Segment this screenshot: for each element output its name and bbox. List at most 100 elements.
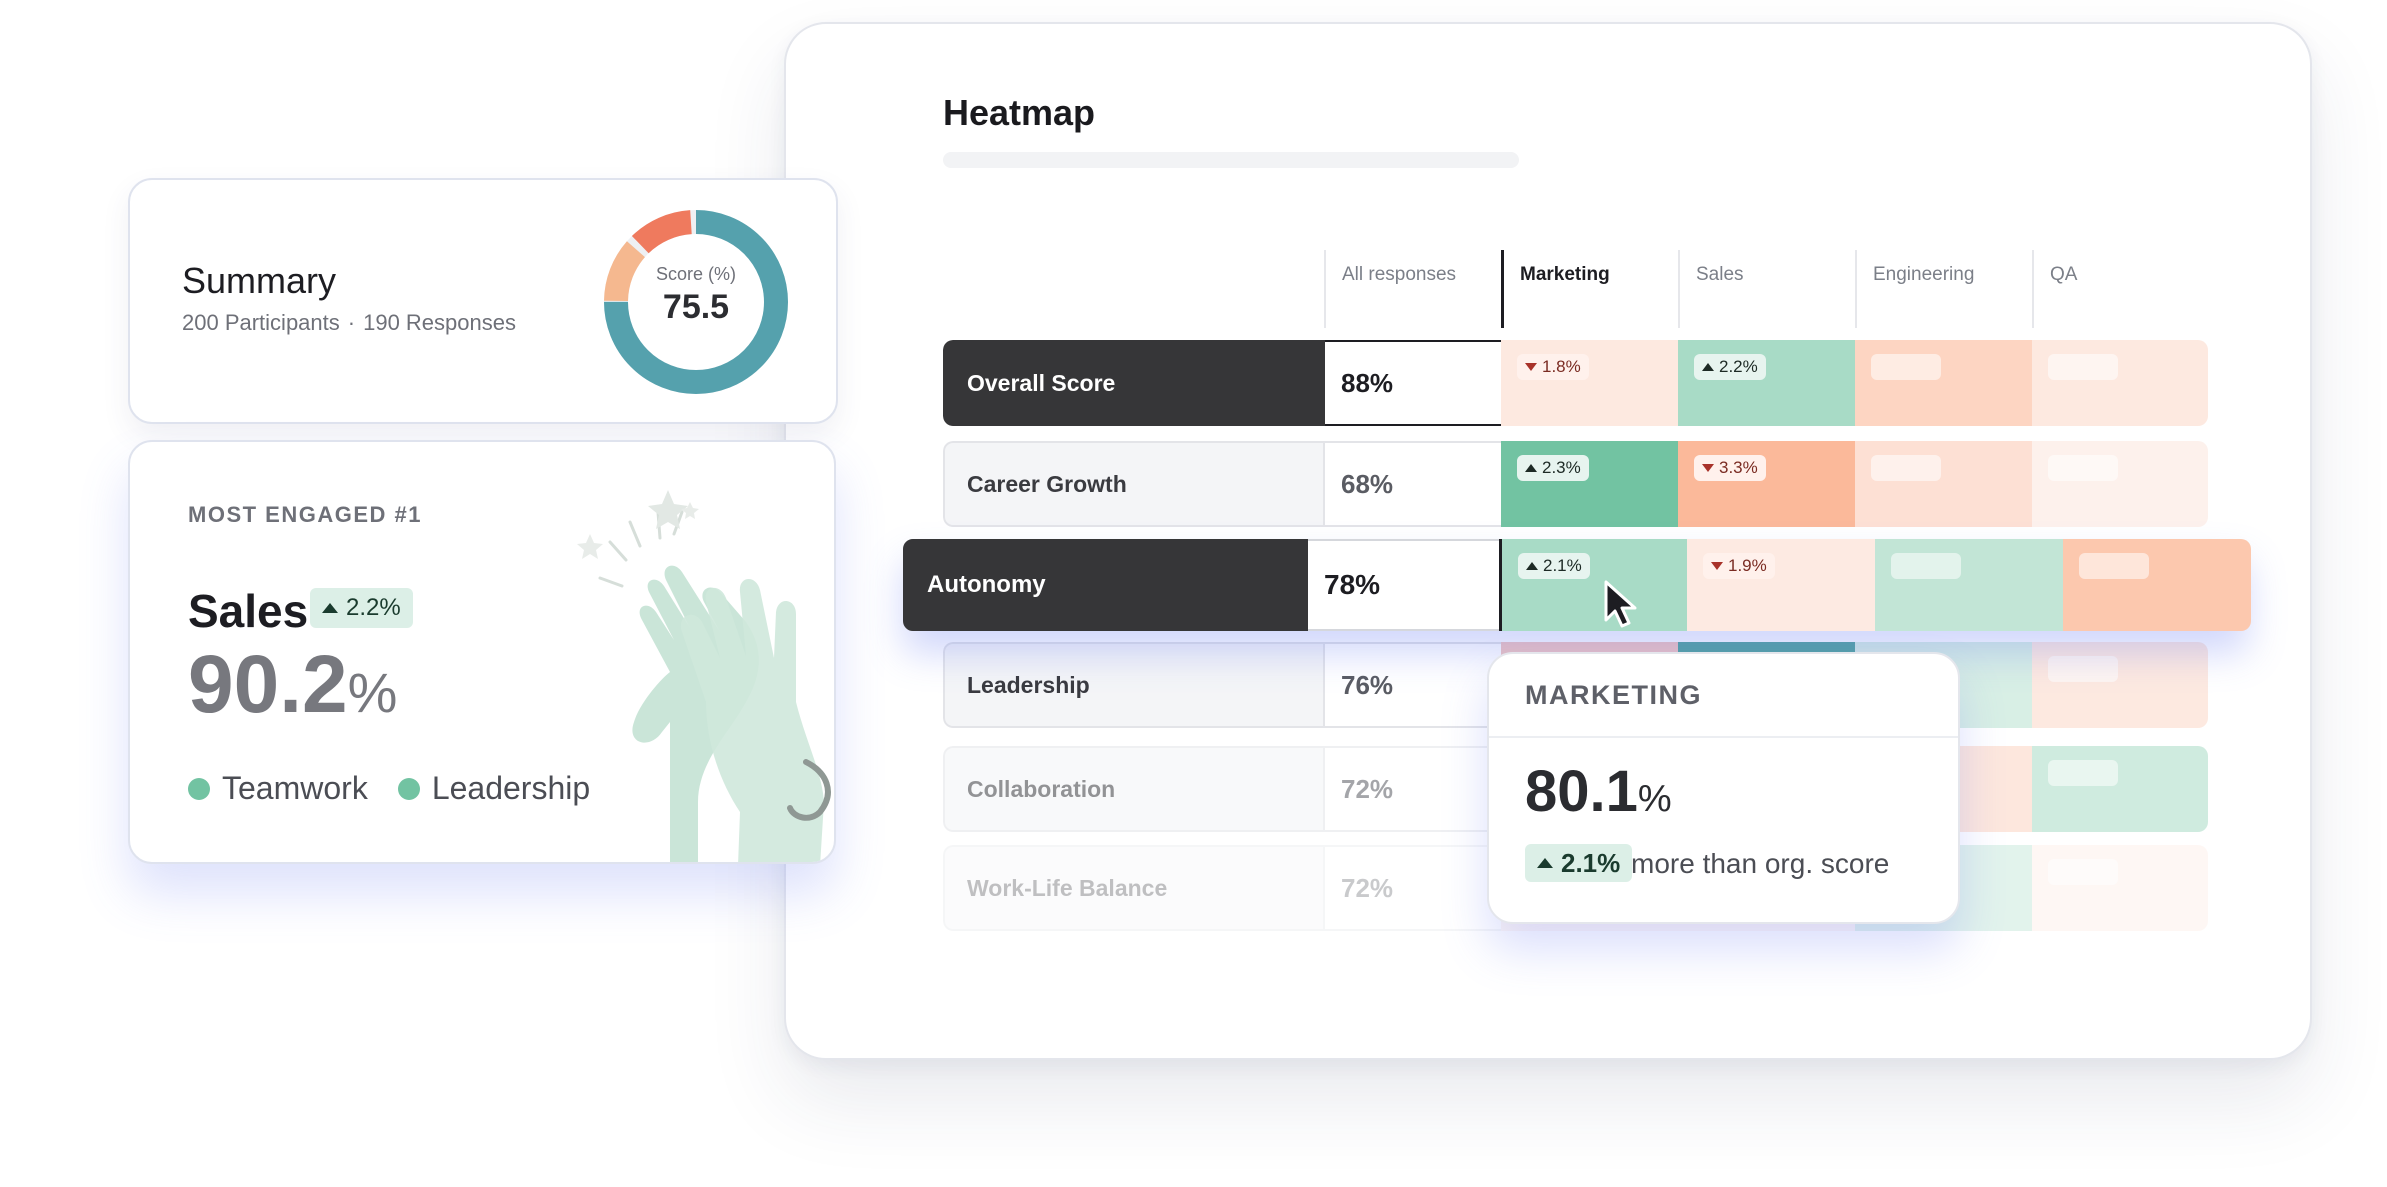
tag-dot-icon [397,777,420,800]
tag-dot-icon [188,777,210,800]
col-header-marketing[interactable]: Marketing [1501,250,1678,328]
delta-badge: 2.3% [1517,455,1589,481]
placeholder-badge [2079,553,2149,579]
heatmap-cell-qa[interactable] [2032,441,2208,527]
tag-teamwork: Teamwork [188,770,368,807]
marketing-tooltip: MARKETING 80.1% 2.1% more than org. scor… [1487,652,1960,924]
all-responses-value: 72% [1325,845,1501,931]
col-header-all-responses[interactable]: All responses [1324,250,1501,328]
heatmap-cell-qa[interactable] [2032,340,2208,426]
delta-badge: 2.1% [1518,553,1590,579]
placeholder-badge [2048,859,2118,885]
heatmap-cell-sales[interactable]: 1.9% [1687,539,1875,631]
row-label: Autonomy [903,539,1308,631]
delta-value: 2.3% [1542,458,1581,477]
placeholder-badge [2048,760,2118,786]
delta-value: 2.2% [1719,357,1758,376]
col-header-sales[interactable]: Sales [1678,250,1855,328]
heatmap-cell-sales[interactable]: 2.2% [1678,340,1855,426]
placeholder-badge [2048,354,2118,380]
placeholder-badge [1871,455,1941,481]
engaged-team-name: Sales [188,585,309,637]
delta-badge: 1.8% [1517,354,1589,380]
heatmap-cell-engineering[interactable] [1855,340,2032,426]
all-responses-value: 76% [1325,642,1501,728]
tooltip-delta: 2.1% [1561,847,1621,878]
col-header-qa[interactable]: QA [2032,250,2209,328]
heatmap-cell-qa[interactable] [2032,845,2208,931]
placeholder-badge [2048,656,2118,682]
heatmap-cell-marketing[interactable]: 2.1% [1499,539,1687,631]
tag-label: Leadership [431,770,591,806]
all-responses-value: 88% [1325,340,1501,426]
heatmap-cell-engineering[interactable] [1875,539,2063,631]
placeholder-badge [1871,354,1941,380]
high-five-hands-illustration [577,490,831,862]
engaged-tags: Teamwork Leadership [188,770,590,807]
delta-value: 3.3% [1719,458,1758,477]
trend-up-icon [1702,363,1714,371]
row-label: Work-Life Balance [943,845,1325,931]
row-label: Collaboration [943,746,1325,832]
delta-badge: 3.3% [1694,455,1766,481]
delta-badge: 1.9% [1703,553,1775,579]
trend-up-icon [1525,464,1537,472]
row-label: Leadership [943,642,1325,728]
engaged-score: 90.2% [188,638,397,732]
heatmap-cell-qa[interactable] [2032,746,2208,832]
all-responses-value: 68% [1325,441,1501,527]
row-label: Career Growth [943,441,1325,527]
summary-card[interactable]: Summary 200 Participants · 190 Responses S… [128,178,838,424]
engaged-score-number: 90.2 [188,639,348,730]
delta-value: 1.8% [1542,357,1581,376]
tooltip-note: more than org. score [1631,848,1890,879]
trend-up-icon [322,603,338,613]
tooltip-value: 80.1% [1525,758,1672,825]
most-engaged-card[interactable]: MOST ENGAGED #1 Sales 2.2% 90.2% Teamwor… [128,440,836,864]
delta-value: 2.1% [1543,556,1582,575]
tooltip-delta-badge: 2.1% [1525,844,1633,882]
heatmap-row-overall-score[interactable]: Overall Score 88% 1.8% 2.2% [943,340,2208,426]
title-placeholder-bar [943,152,1519,168]
placeholder-badge [2048,455,2118,481]
engaged-delta: 2.2% [346,594,401,621]
heatmap-cell-marketing[interactable]: 2.3% [1501,441,1678,527]
heatmap-cell-sales[interactable]: 3.3% [1678,441,1855,527]
heatmap-cell-engineering[interactable] [1855,441,2032,527]
summary-stats: 200 Participants · 190 Responses [182,310,516,336]
donut-value: 75.5 [662,288,730,326]
all-responses-value: 72% [1325,746,1501,832]
donut-label: Score (%) [655,264,736,284]
tag-leadership: Leadership [397,770,591,807]
heatmap-row-career-growth[interactable]: Career Growth 68% 2.3% 3.3% [943,441,2208,527]
heatmap-title: Heatmap [943,92,1096,133]
mouse-cursor-icon [1604,580,1637,628]
tag-label: Teamwork [222,770,368,806]
score-donut-chart [604,210,788,394]
engaged-delta-badge: 2.2% [310,588,413,628]
trend-down-icon [1525,363,1537,371]
engaged-score-unit: % [347,661,398,724]
donut-score-arc [604,210,788,394]
trend-up-icon [1526,562,1538,570]
delta-badge: 2.2% [1694,354,1766,380]
trend-down-icon [1711,562,1723,570]
tooltip-value-unit: % [1637,778,1672,820]
engaged-kicker: MOST ENGAGED #1 [188,502,422,527]
tooltip-title: MARKETING [1525,680,1702,710]
tooltip-divider [1489,736,1958,738]
separator-dot: · [347,310,356,335]
row-label: Overall Score [943,340,1325,426]
trend-up-icon [1537,858,1553,868]
summary-title: Summary [182,260,337,301]
placeholder-badge [1891,553,1961,579]
col-header-engineering[interactable]: Engineering [1855,250,2032,328]
heatmap-cell-marketing[interactable]: 1.8% [1501,340,1678,426]
heatmap-row-autonomy[interactable]: Autonomy 78% 2.1% 1.9% [903,539,2251,631]
all-responses-value: 78% [1308,539,1499,631]
responses-count: 190 Responses [363,310,516,335]
heatmap-cell-qa[interactable] [2063,539,2251,631]
tooltip-value-number: 80.1 [1525,759,1638,824]
participants-count: 200 Participants [182,310,340,335]
heatmap-cell-qa[interactable] [2032,642,2208,728]
